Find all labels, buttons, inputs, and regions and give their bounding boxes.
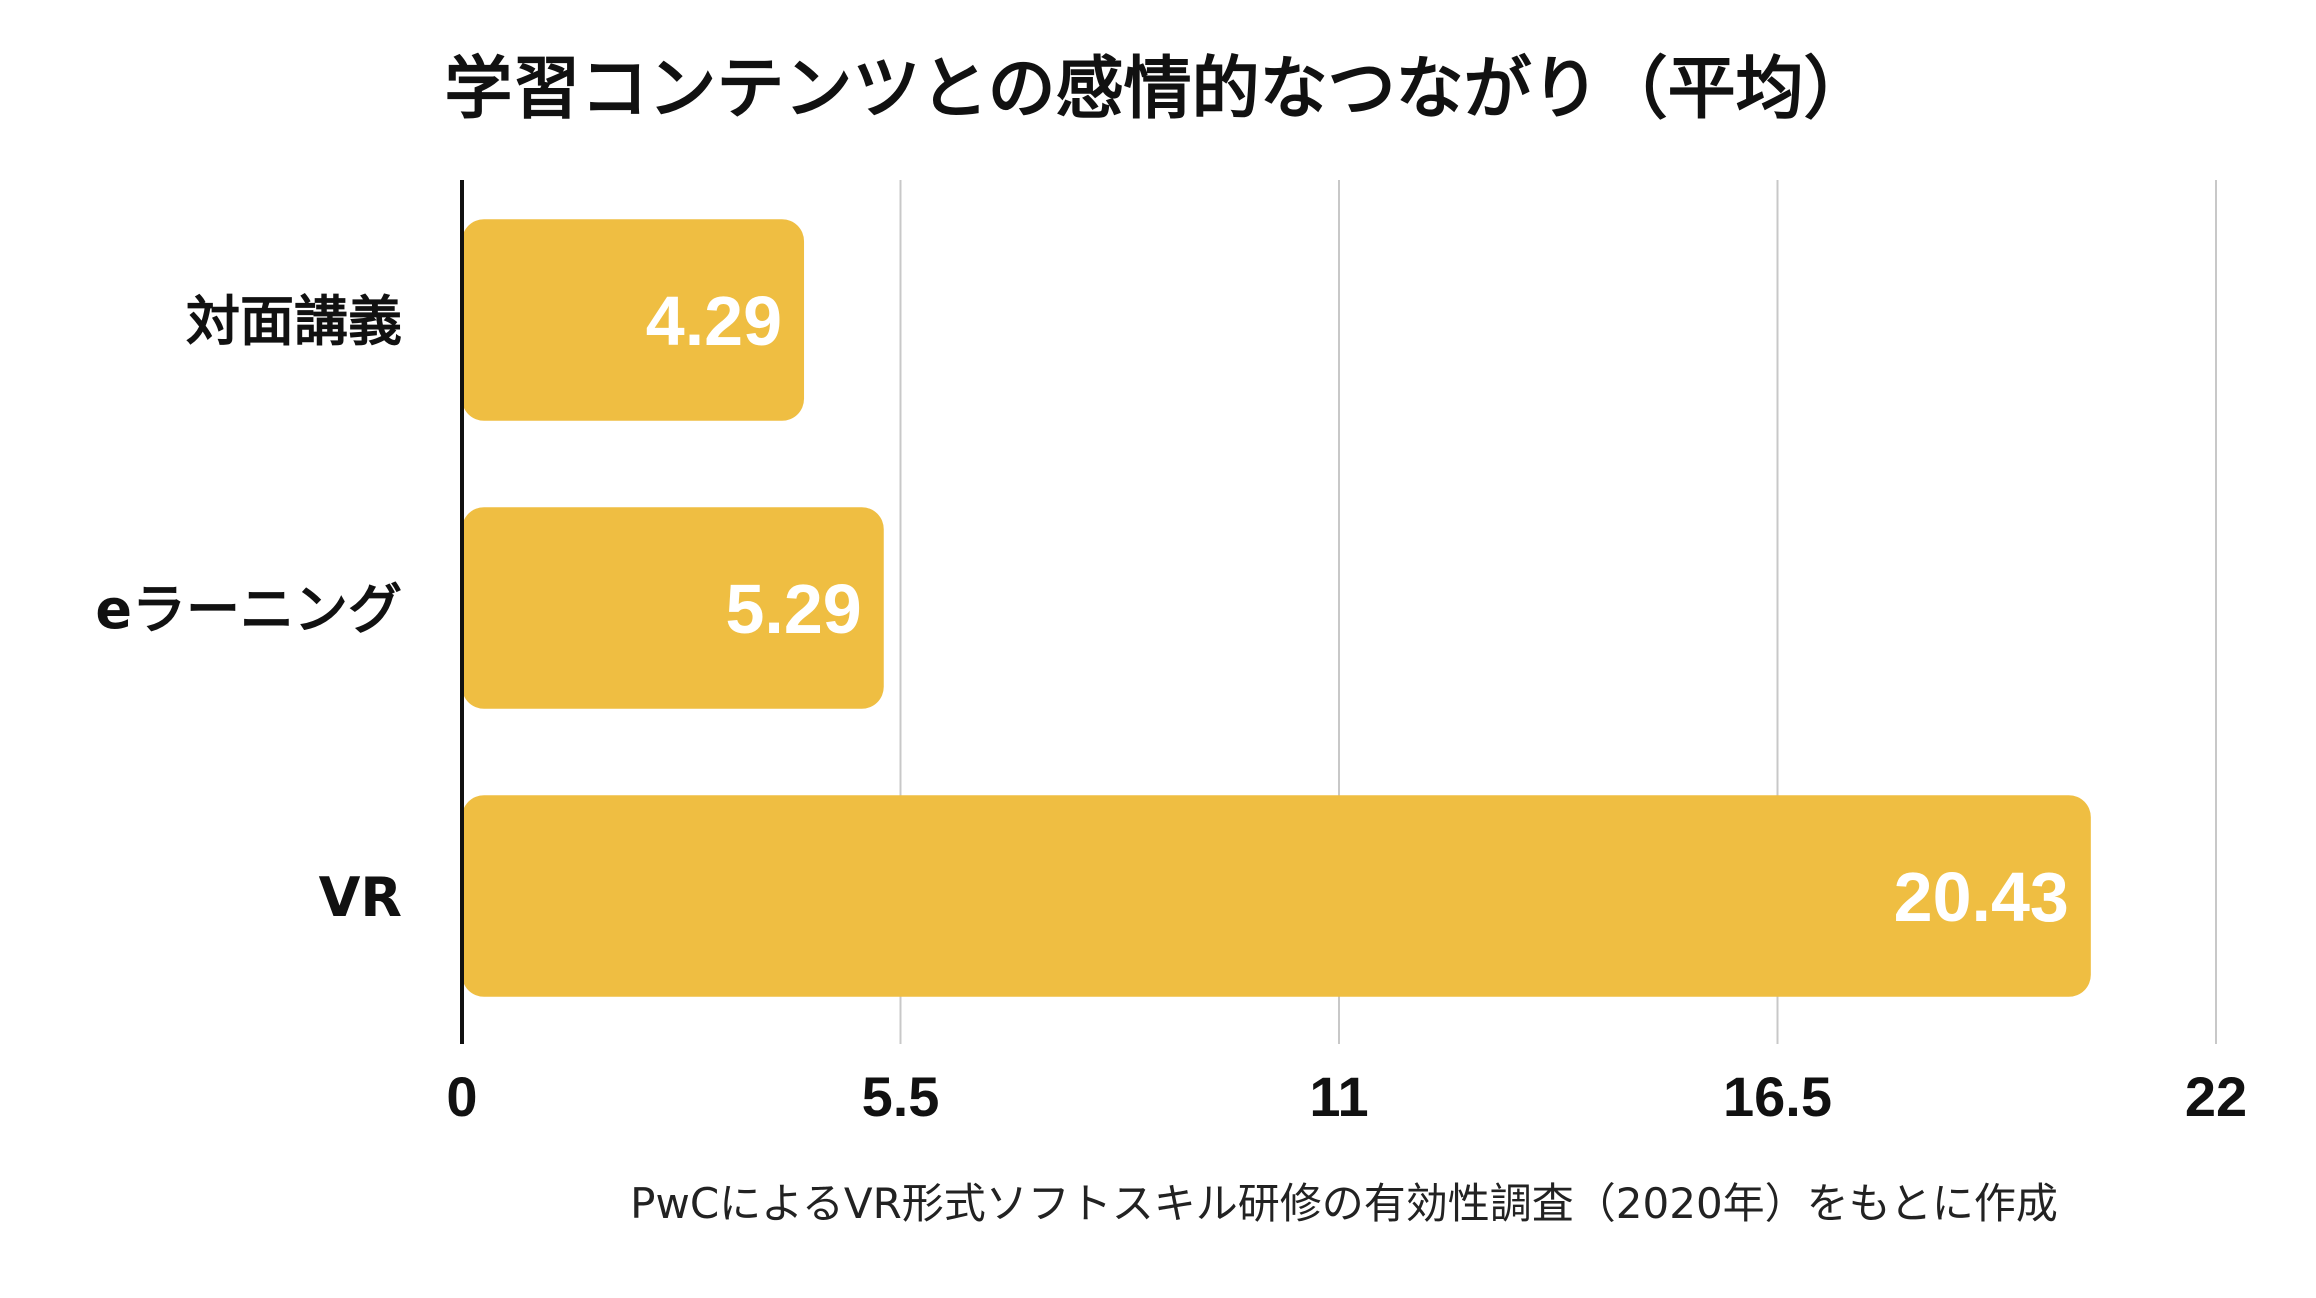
bar-value-label: 4.29 <box>646 282 782 360</box>
category-label: 対面講義 <box>186 290 402 353</box>
x-tick-labels: 0 5.5 11 16.5 22 <box>446 1065 2247 1128</box>
category-label: VR <box>319 866 402 929</box>
x-tick-label: 11 <box>1309 1065 1368 1128</box>
bar <box>462 795 2091 997</box>
x-tick-label: 16.5 <box>1723 1065 1832 1128</box>
bar-value-label: 20.43 <box>1894 858 2069 936</box>
x-tick-label: 5.5 <box>862 1065 940 1128</box>
category-labels: 対面講義 eラーニング VR <box>95 290 402 929</box>
chart-title: 学習コンテンツとの感情的なつながり（平均） <box>444 50 1871 129</box>
bar <box>462 507 884 709</box>
category-label: eラーニング <box>95 578 402 641</box>
x-tick-label: 22 <box>2185 1065 2247 1128</box>
bar <box>462 219 805 421</box>
x-tick-label: 0 <box>446 1065 477 1128</box>
bar-value-label: 5.29 <box>726 570 862 648</box>
source-note: PwCによるVR形式ソフトスキル研修の有効性調査（2020年）をもとに作成 <box>630 1179 2058 1228</box>
bars: 4.29 5.29 20.43 <box>462 219 2091 997</box>
